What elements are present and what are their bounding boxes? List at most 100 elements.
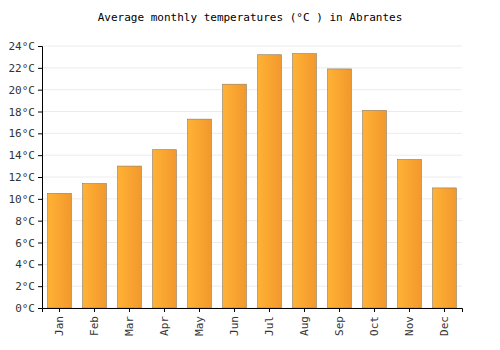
y-tick-mark (38, 264, 42, 265)
x-tick: Dec (438, 308, 451, 336)
grid-line (42, 46, 462, 47)
x-tick-mark (444, 308, 445, 312)
x-tick-mark (374, 308, 375, 312)
x-tick-label: Nov (403, 316, 416, 336)
x-axis-line (43, 309, 463, 313)
y-tick: 14°C (9, 149, 43, 162)
chart-svg: 0°C 2°C 4°C 6°C 8°C 10°C 12°C 14°C 16°C 18°C 20°C 2… (0, 0, 500, 350)
grid-line (42, 111, 462, 112)
y-tick: 24°C (9, 40, 43, 53)
x-tick-label: Jun (228, 316, 241, 336)
y-tick: 22°C (9, 62, 43, 75)
bar (328, 69, 352, 308)
x-tick: Apr (158, 308, 171, 336)
x-tick-mark (59, 308, 60, 312)
y-tick-label: 24°C (9, 40, 36, 53)
grid-line (42, 89, 462, 90)
x-tick-mark (94, 308, 95, 312)
y-tick-mark (38, 133, 42, 134)
x-tick-label: Sep (333, 316, 346, 336)
x-tick-label: May (193, 316, 206, 336)
x-tick-mark (304, 308, 305, 312)
x-tick: Jan (53, 308, 66, 336)
y-tick-label: 10°C (9, 193, 36, 206)
y-tick-label: 16°C (9, 127, 36, 140)
y-tick: 8°C (15, 215, 42, 228)
bar (293, 54, 317, 308)
y-tick-label: 6°C (15, 237, 35, 250)
y-tick-label: 4°C (15, 258, 35, 271)
bar (83, 184, 107, 308)
bar (153, 150, 177, 308)
bar (258, 55, 282, 308)
y-tick-label: 2°C (15, 280, 35, 293)
x-tick-mark (164, 308, 165, 312)
y-tick-mark (38, 221, 42, 222)
x-tick-label: Aug (298, 316, 311, 336)
y-tick: 16°C (9, 127, 43, 140)
x-tick-mark (269, 308, 270, 312)
title: Average monthly temperatures (°C ) in Ab… (98, 11, 403, 24)
bar (188, 119, 212, 308)
bar (363, 110, 387, 308)
y-tick-mark (38, 243, 42, 244)
y-tick: 2°C (15, 280, 42, 293)
x-tick-mark (339, 308, 340, 312)
y-tick-label: 14°C (9, 149, 36, 162)
x-tick: Sep (333, 308, 346, 336)
y-tick-label: 8°C (15, 215, 35, 228)
y-tick-mark (38, 46, 42, 47)
x-tick: Feb (88, 308, 101, 336)
y-tick-mark (38, 177, 42, 178)
bars (48, 54, 457, 308)
y-axis-line (38, 47, 43, 309)
chart-container: 0°C 2°C 4°C 6°C 8°C 10°C 12°C 14°C 16°C 18°C 20°C 2… (0, 0, 500, 350)
y-tick-mark (38, 286, 42, 287)
y-tick-label: 0°C (15, 302, 35, 315)
y-tick-label: 12°C (9, 171, 36, 184)
grid-line (42, 67, 462, 68)
y-tick-mark (38, 308, 42, 309)
x-tick-mark (409, 308, 410, 312)
y-tick: 4°C (15, 258, 42, 271)
grid (42, 46, 462, 308)
y-tick: 10°C (9, 193, 43, 206)
y-tick-mark (38, 199, 42, 200)
x-tick-label: Apr (158, 316, 171, 336)
x-tick-label: Mar (123, 316, 136, 336)
bar (223, 84, 247, 308)
y-tick-mark (38, 155, 42, 156)
y-axis: 0°C 2°C 4°C 6°C 8°C 10°C 12°C 14°C 16°C 18°C 20°C 2… (9, 40, 43, 315)
grid-line (42, 133, 462, 134)
plot: 0°C 2°C 4°C 6°C 8°C 10°C 12°C 14°C 16°C 18°C 20°C 2… (9, 40, 463, 336)
y-tick: 18°C (9, 106, 43, 119)
y-tick-mark (38, 90, 42, 91)
y-tick-label: 20°C (9, 84, 36, 97)
x-tick-label: Dec (438, 316, 451, 336)
x-tick-label: Feb (88, 316, 101, 336)
x-tick: Jun (228, 308, 241, 336)
x-tick: Mar (123, 308, 136, 336)
bar (433, 188, 457, 308)
x-tick-mark (129, 308, 130, 312)
x-tick: Aug (298, 308, 311, 336)
bar (398, 160, 422, 308)
x-tick: Oct (368, 308, 381, 336)
x-tick-label: Jul (263, 316, 276, 336)
x-tick: Nov (403, 308, 416, 336)
x-tick: Jul (263, 308, 276, 336)
x-tick-mark (199, 308, 200, 312)
x-tick: May (193, 308, 206, 336)
y-tick: 20°C (9, 84, 43, 97)
y-tick-label: 18°C (9, 106, 36, 119)
x-tick-label: Oct (368, 316, 381, 336)
y-tick: 6°C (15, 237, 42, 250)
y-tick-mark (38, 112, 42, 113)
y-tick-mark (38, 68, 42, 69)
bar (48, 193, 72, 308)
bar (118, 166, 142, 308)
y-tick: 12°C (9, 171, 43, 184)
x-axis: Jan Feb Mar Apr May Jun Jul Aug Sep Oct Nov Dec (43, 308, 463, 336)
grid-line (42, 155, 462, 156)
y-tick-label: 22°C (9, 62, 36, 75)
